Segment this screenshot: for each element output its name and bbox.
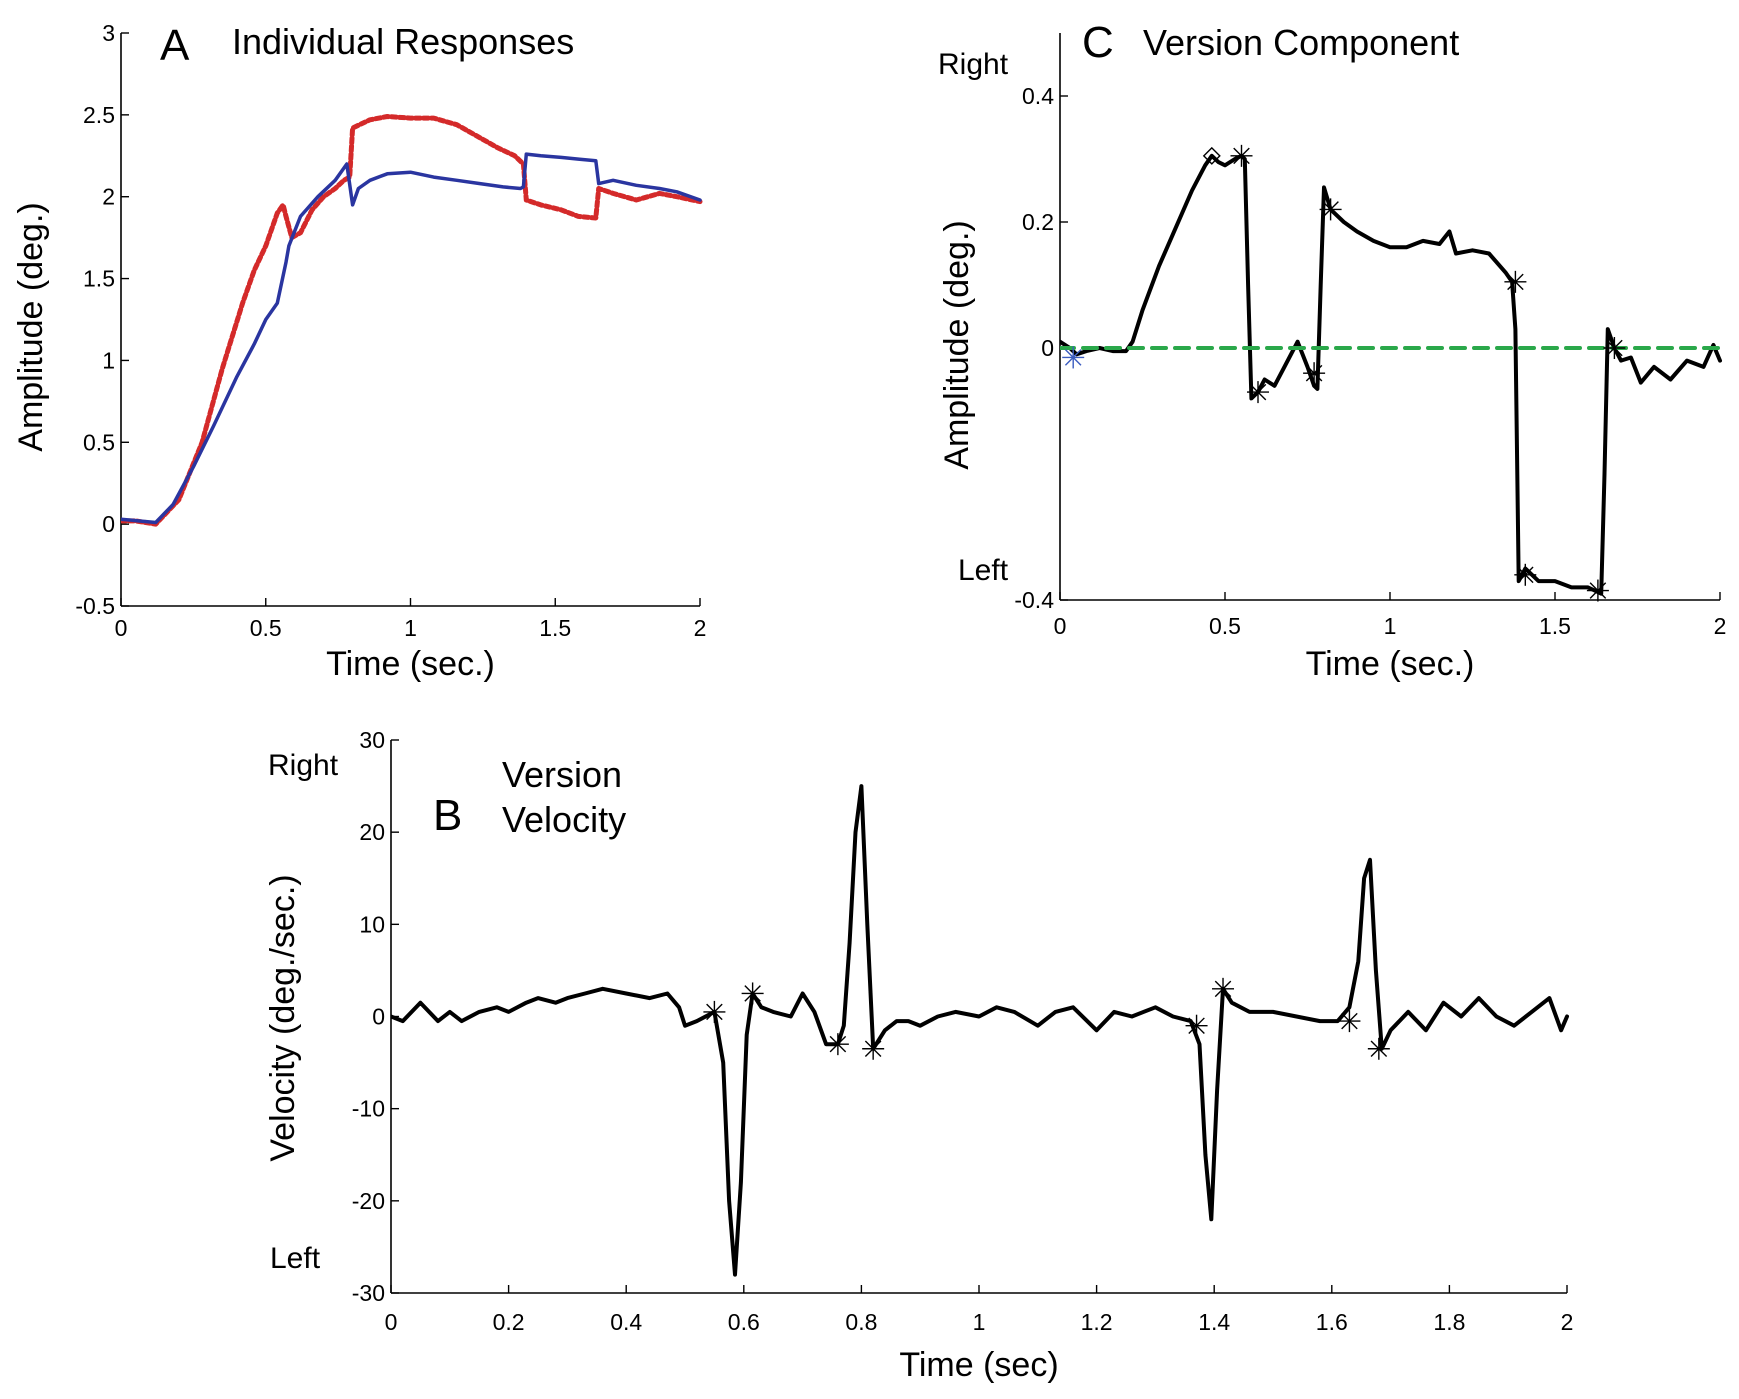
marker-star bbox=[703, 1000, 726, 1023]
x-tick-label: 0 bbox=[1054, 613, 1067, 639]
x-tick-label: 0.5 bbox=[250, 615, 282, 641]
series-version-velocity bbox=[391, 784, 1569, 1277]
x-axis-title: Time (sec.) bbox=[326, 645, 495, 683]
marker-star bbox=[1504, 270, 1527, 293]
marker-star bbox=[741, 982, 764, 1005]
side-label-right: Right bbox=[938, 48, 1009, 81]
marker-star bbox=[1062, 346, 1085, 369]
x-tick-label: 0.2 bbox=[493, 1309, 525, 1335]
y-tick-label: 1 bbox=[102, 347, 115, 373]
panel-letter: A bbox=[160, 21, 190, 70]
y-tick-label: -0.5 bbox=[75, 593, 115, 619]
x-tick-label: 1.5 bbox=[539, 615, 571, 641]
side-label-right: Right bbox=[268, 749, 339, 782]
y-tick-label: -30 bbox=[352, 1280, 385, 1306]
y-tick-label: 0.5 bbox=[83, 429, 115, 455]
marker-star bbox=[1212, 977, 1235, 1000]
panel-title: Version Component bbox=[1143, 22, 1459, 63]
panel-letter: C bbox=[1082, 18, 1114, 67]
marker-star bbox=[1247, 381, 1269, 404]
marker-star bbox=[1338, 1010, 1361, 1033]
x-tick-label: 1.8 bbox=[1433, 1309, 1465, 1335]
marker-star bbox=[1586, 579, 1609, 602]
panel-letter: B bbox=[433, 791, 462, 840]
side-label-left: Left bbox=[270, 1242, 321, 1275]
y-tick-label: 1.5 bbox=[83, 266, 115, 292]
marker-star bbox=[1303, 362, 1326, 385]
marker-star bbox=[1603, 337, 1626, 359]
x-tick-label: 0.4 bbox=[610, 1309, 642, 1335]
x-tick-label: 0.8 bbox=[845, 1309, 877, 1335]
x-tick-label: 1 bbox=[404, 615, 417, 641]
x-tick-label: 2 bbox=[694, 615, 707, 641]
x-tick-label: 1 bbox=[973, 1309, 986, 1335]
side-label-left: Left bbox=[958, 554, 1009, 587]
series-blue-solid-response bbox=[121, 152, 702, 525]
x-tick-label: 2 bbox=[1561, 1309, 1574, 1335]
panel-title-line: Velocity bbox=[502, 799, 626, 840]
y-tick-label: 0 bbox=[102, 511, 115, 537]
panel-b: 0 0.2 0.4 0.6 0.8 1 1.2 1.4 1.6 1.8 2 -30 -20 -10 0 10 2… bbox=[264, 727, 1573, 1384]
marker-diamond bbox=[1202, 146, 1221, 165]
marker-star bbox=[1185, 1014, 1208, 1037]
y-tick-label: 10 bbox=[359, 911, 385, 937]
panel-title: Version Velocity bbox=[502, 754, 626, 840]
x-tick-label: 1.6 bbox=[1316, 1309, 1348, 1335]
x-axis-title: Time (sec.) bbox=[1306, 645, 1475, 683]
marker-star bbox=[1514, 563, 1537, 586]
y-tick-label: -10 bbox=[352, 1096, 385, 1122]
x-tick-label: 0.5 bbox=[1209, 613, 1241, 639]
y-tick-label: 0.4 bbox=[1022, 83, 1054, 109]
marker-star bbox=[826, 1033, 849, 1056]
marker-star bbox=[1367, 1037, 1390, 1060]
y-tick-label: 3 bbox=[102, 20, 115, 46]
x-tick-label: 1 bbox=[1384, 613, 1397, 639]
y-tick-label: -0.4 bbox=[1014, 587, 1054, 613]
y-tick-label: 0 bbox=[1041, 335, 1054, 361]
x-axis-title: Time (sec) bbox=[899, 1346, 1058, 1384]
y-axis-title: Amplitude (deg.) bbox=[12, 202, 50, 451]
y-tick-label: 2.5 bbox=[83, 102, 115, 128]
y-axis-title: Velocity (deg./sec.) bbox=[264, 874, 302, 1161]
series-version-amplitude bbox=[1060, 153, 1722, 596]
marker-star bbox=[1230, 144, 1253, 167]
y-tick-label: 0 bbox=[372, 1004, 385, 1030]
y-tick-label: 30 bbox=[359, 727, 385, 753]
x-tick-label: 1.2 bbox=[1081, 1309, 1113, 1335]
series-red-dotted-response bbox=[121, 114, 703, 527]
x-tick-label: 1.5 bbox=[1539, 613, 1571, 639]
x-tick-label: 1.4 bbox=[1198, 1309, 1230, 1335]
y-tick-label: 0.2 bbox=[1022, 209, 1054, 235]
y-tick-label: 20 bbox=[359, 819, 385, 845]
y-tick-label: 2 bbox=[102, 184, 115, 210]
x-tick-label: 0 bbox=[385, 1309, 398, 1335]
x-tick-label: 0.6 bbox=[728, 1309, 760, 1335]
marker-star bbox=[1319, 198, 1342, 221]
marker-star bbox=[862, 1037, 885, 1060]
y-tick-label: -20 bbox=[352, 1188, 385, 1214]
panel-title: Individual Responses bbox=[232, 21, 574, 62]
x-tick-label: 2 bbox=[1714, 613, 1727, 639]
y-axis-title: Amplitude (deg.) bbox=[938, 220, 976, 469]
panel-title-line: Version bbox=[502, 754, 622, 795]
x-tick-label: 0 bbox=[115, 615, 128, 641]
